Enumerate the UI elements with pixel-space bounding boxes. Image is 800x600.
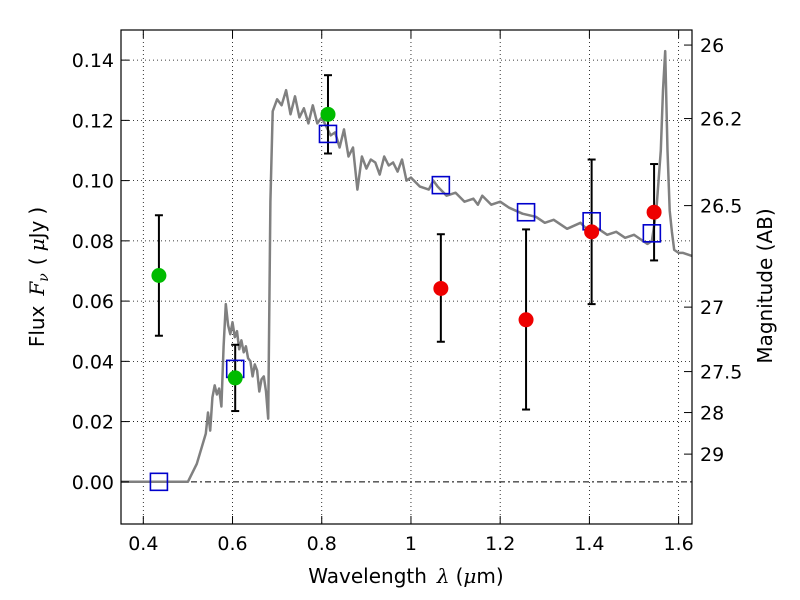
y-tick-label: 0.08 (72, 231, 114, 253)
photometry-point (227, 370, 243, 386)
y-axis-unit-open: ( (25, 257, 49, 265)
y2-tick-label: 26.2 (700, 109, 742, 131)
model-photometry-square (642, 224, 662, 243)
model-photometry-square (318, 124, 338, 144)
model-sed-curve (121, 49, 693, 484)
x-tick-label: 0.6 (217, 533, 247, 555)
x-axis-lambda: λ (436, 564, 450, 588)
x-tick-label: 1 (405, 533, 417, 555)
photometry-point (584, 224, 600, 240)
y-axis-unit-close: ) (25, 207, 49, 215)
photometry-point (151, 267, 167, 283)
y-tick-label: 0.12 (72, 110, 114, 132)
y2-tick-label: 27 (700, 297, 724, 319)
y2-tick-label: 26 (700, 35, 724, 57)
y-tick-label: 0.14 (72, 50, 114, 72)
y-axis-label-text: Flux (25, 305, 49, 347)
y2-tick-label: 28 (700, 403, 724, 425)
y-axis-unit-mu: μ (25, 238, 49, 251)
y-tick-label: 0.10 (72, 171, 114, 193)
grid (121, 30, 692, 524)
y2-tick-label: 26.5 (700, 196, 742, 218)
x-axis-unit-open: ( (456, 564, 464, 588)
x-axis-label: Wavelength λ (μm) (308, 564, 503, 588)
y2-tick-label: 29 (700, 444, 724, 466)
axis-ticks (121, 30, 692, 524)
x-axis-label-text: Wavelength (308, 564, 427, 588)
photometry-point (646, 204, 662, 220)
y-tick-label: 0.02 (72, 412, 114, 434)
y2-axis-label: Magnitude (AB) (753, 208, 777, 363)
y-axis-subscript: ν (36, 273, 52, 282)
y2-tick-label: 27.5 (700, 362, 742, 384)
y-axis-unit-rest: Jy (25, 220, 49, 240)
photometry-point (320, 106, 336, 122)
y-tick-label: 0.04 (72, 351, 114, 373)
x-tick-label: 1.2 (485, 533, 515, 555)
y-tick-label: 0.00 (72, 472, 114, 494)
model-photometry-square (431, 175, 451, 195)
photometry-point (518, 312, 534, 328)
tick-labels: 0.4 0.6 0.8 1 1.2 1.4 1.6 0.00 0.02 0.04 0.06 0.08 0… (72, 35, 743, 555)
model-photometry-square (516, 202, 536, 222)
y-axis-symbol: F (25, 281, 49, 297)
model-photometry-square (149, 472, 169, 492)
x-tick-label: 0.4 (128, 533, 158, 555)
photometry-point (433, 280, 449, 296)
x-axis-unit-rest: m) (476, 564, 503, 588)
x-tick-label: 0.8 (307, 533, 337, 555)
x-tick-label: 1.4 (574, 533, 604, 555)
x-tick-label: 1.6 (664, 533, 694, 555)
plot-frame (120, 29, 693, 525)
y-axis-label: Flux Fν ( μJy) (25, 207, 52, 347)
y-tick-label: 0.06 (72, 291, 114, 313)
x-axis-unit-mu: μ (463, 564, 476, 588)
data-markers (149, 106, 662, 492)
